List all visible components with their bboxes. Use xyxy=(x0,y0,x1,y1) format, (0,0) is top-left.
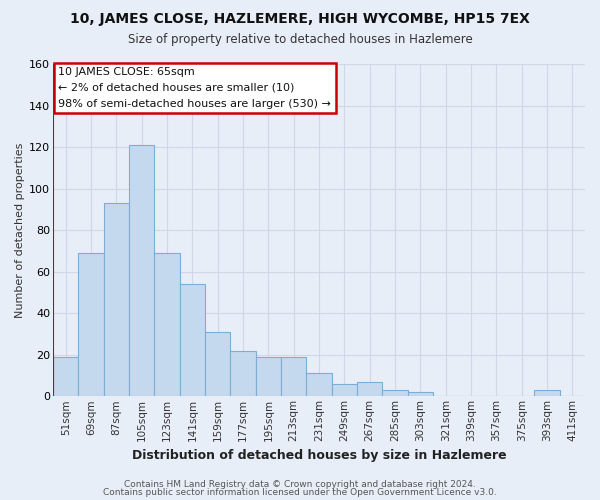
Bar xyxy=(104,203,129,396)
Y-axis label: Number of detached properties: Number of detached properties xyxy=(15,142,25,318)
Bar xyxy=(256,357,281,397)
Bar xyxy=(357,382,382,396)
Bar xyxy=(205,332,230,396)
Bar xyxy=(307,374,332,396)
Bar xyxy=(129,145,154,397)
Text: 10 JAMES CLOSE: 65sqm
← 2% of detached houses are smaller (10)
98% of semi-detac: 10 JAMES CLOSE: 65sqm ← 2% of detached h… xyxy=(58,68,331,108)
Bar xyxy=(180,284,205,397)
Bar xyxy=(230,350,256,397)
Text: Size of property relative to detached houses in Hazlemere: Size of property relative to detached ho… xyxy=(128,32,472,46)
Bar xyxy=(281,357,307,397)
X-axis label: Distribution of detached houses by size in Hazlemere: Distribution of detached houses by size … xyxy=(132,450,506,462)
Text: Contains HM Land Registry data © Crown copyright and database right 2024.: Contains HM Land Registry data © Crown c… xyxy=(124,480,476,489)
Bar xyxy=(382,390,407,396)
Bar xyxy=(407,392,433,396)
Bar xyxy=(535,390,560,396)
Bar xyxy=(79,253,104,396)
Bar xyxy=(53,357,79,397)
Bar xyxy=(332,384,357,396)
Text: 10, JAMES CLOSE, HAZLEMERE, HIGH WYCOMBE, HP15 7EX: 10, JAMES CLOSE, HAZLEMERE, HIGH WYCOMBE… xyxy=(70,12,530,26)
Text: Contains public sector information licensed under the Open Government Licence v3: Contains public sector information licen… xyxy=(103,488,497,497)
Bar xyxy=(154,253,180,396)
